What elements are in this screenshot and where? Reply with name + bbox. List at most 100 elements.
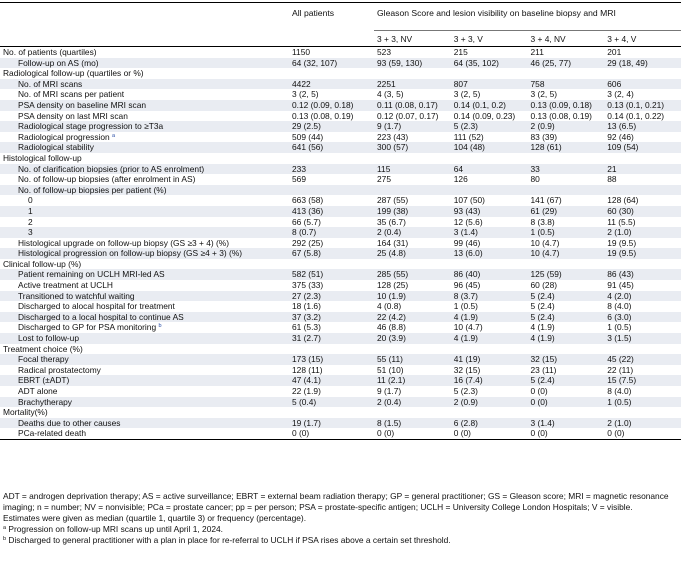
table-row: PSA density on baseline MRI scan 0.12 (0.… [0, 99, 681, 111]
estimates-note: Estimates were given as median (quartile… [3, 513, 307, 523]
cell-group-2: 13 (6.0) [450, 248, 528, 259]
cell-group-1: 22 (4.2) [374, 311, 451, 323]
cell-group-2: 10 (4.7) [453, 322, 483, 333]
cell-group-2: 111 (52) [453, 131, 484, 142]
cell-group-2: 5 (2.3) [453, 386, 478, 396]
cell-group-1: 35 (6.7) [377, 216, 406, 227]
cell-all-patients: 128 (11) [292, 364, 323, 375]
table-row: No. of clarification biopsies (prior to … [0, 163, 681, 175]
table-row: Focal therapy 173 (15) 55 (11) 41 (19) 32 (1… [0, 354, 681, 365]
cell-group-3: 1 (0.5) [527, 227, 605, 238]
row-label-text: Radiological progression [18, 131, 110, 142]
cell-group-4: 22 (11) [607, 364, 634, 375]
cell-group-4: 2 (1.0) [604, 417, 681, 429]
cell-group-3: 0.13 (0.08, 0.19) [530, 110, 592, 121]
cell-group-3: 5 (2.4) [530, 301, 555, 312]
header-row-groups: 3 + 3, NV 3 + 3, V 3 + 4, NV 3 + 4, V [0, 31, 681, 47]
cell-group-4 [604, 344, 681, 355]
cell-group-1: 128 (25) [377, 280, 409, 291]
cell-group-3 [528, 344, 605, 355]
cell-group-3 [528, 407, 605, 418]
table-body: All patients Gleason Score and lesion vi… [0, 2, 681, 440]
cell-group-2: 64 (35, 102) [450, 57, 528, 69]
cell-group-1: 11 (2.1) [374, 375, 451, 386]
cell-all-patients [289, 68, 374, 79]
cell-group-2: 86 (40) [450, 269, 528, 281]
cell-group-2: 4 (1.9) [450, 311, 528, 323]
cell-group-3: 0 (0) [527, 396, 605, 408]
cell-group-4: 8 (4.0) [607, 301, 632, 312]
table-row: Radiological progression a 509 (44) 223 (4… [0, 132, 681, 143]
cell-group-4: 3 (1.5) [604, 333, 681, 344]
cell-all-patients: 663 (58) [292, 195, 324, 206]
cell-group-4: 0 (0) [607, 428, 625, 439]
cell-group-2 [451, 68, 528, 79]
cell-group-3: 33 [527, 163, 605, 175]
row-label-text: Radiological stage progression to ≥T3a [18, 121, 164, 132]
table-row: Patient remaining on UCLH MRI-led AS 582 … [0, 269, 681, 281]
cell-group-4: 1 (0.5) [604, 396, 681, 408]
cell-group-4: 45 (22) [604, 354, 681, 365]
cell-group-1: 4 (0.8) [377, 301, 402, 312]
header-group-2: 3 + 3, V [453, 34, 483, 44]
cell-group-1: 115 [374, 163, 451, 175]
cell-group-1: 164 (31) [377, 237, 409, 248]
row-label-text: PSA density on last MRI scan [18, 110, 128, 121]
cell-group-4 [604, 153, 681, 164]
cell-group-2: 0.14 (0.09, 0.23) [453, 110, 516, 121]
cell-group-2 [451, 153, 528, 164]
table-row: PCa-related death 0 (0) 0 (0) 0 (0) 0 (0) 0 (… [0, 428, 681, 440]
cell-group-3: 4 (1.9) [527, 333, 605, 344]
cell-group-1 [374, 68, 451, 79]
table-row: Brachytherapy 5 (0.4) 2 (0.4) 2 (0.9) 0 (0) 1… [0, 396, 681, 408]
cell-group-3 [527, 184, 605, 196]
cell-group-4: 19 (9.5) [604, 248, 681, 259]
row-label-text: No. of follow-up biopsies per patient (%… [18, 184, 167, 195]
row-label: 1 [0, 205, 289, 217]
row-label: PSA density on baseline MRI scan [0, 99, 289, 111]
cell-group-1: 46 (8.8) [377, 322, 406, 333]
row-label: PSA density on last MRI scan [0, 111, 289, 122]
cell-group-1 [374, 407, 451, 418]
row-label-text: Follow-up on AS (mo) [18, 57, 99, 68]
cell-group-3: 211 [530, 47, 544, 57]
cell-group-4: 29 (18, 49) [604, 57, 681, 69]
cell-group-2: 3 (1.4) [450, 227, 528, 238]
table-row: Active treatment at UCLH 375 (33) 128 (25)… [0, 280, 681, 291]
cell-group-1: 2 (0.4) [374, 227, 451, 238]
cell-group-1: 0.12 (0.07, 0.17) [377, 110, 439, 121]
cell-all-patients: 18 (1.6) [292, 301, 321, 312]
cell-group-1: 2251 [374, 78, 451, 90]
cell-all-patients: 173 (15) [289, 354, 374, 365]
cell-all-patients: 66 (5.7) [292, 216, 321, 227]
cell-group-1 [374, 153, 451, 164]
cell-group-3: 23 (11) [530, 364, 557, 375]
row-label-text: Histological follow-up [3, 152, 82, 163]
cell-all-patients: 233 [289, 163, 374, 175]
cell-group-3: 0 (0) [530, 428, 548, 439]
row-label-text: Discharged to a local hospital to contin… [18, 311, 184, 322]
cell-all-patients: 569 [292, 174, 306, 185]
cell-group-1 [374, 344, 451, 355]
abbreviations-note: ADT = androgen deprivation therapy; AS =… [3, 491, 669, 512]
row-label-text: Histological progression on follow-up bi… [18, 248, 243, 259]
cell-group-3: 2 (0.9) [527, 121, 605, 132]
cell-group-4: 1 (0.5) [607, 322, 632, 333]
row-label-text: EBRT (±ADT) [18, 375, 70, 386]
row-label-text: No. of MRI scans [18, 78, 83, 89]
cell-group-1: 25 (4.8) [374, 248, 451, 259]
cell-group-2: 99 (46) [453, 237, 481, 248]
row-label-text: Radiological stability [18, 142, 94, 153]
cell-group-4: 11 (5.5) [607, 216, 636, 227]
table-row: 2 66 (5.7) 35 (6.7) 12 (5.6) 8 (3.8) 11 (5.5) [0, 217, 681, 228]
cell-all-patients: 0.12 (0.09, 0.18) [289, 99, 374, 111]
table-row: Histological upgrade on follow-up biopsy… [0, 238, 681, 249]
section-label: Histological follow-up [0, 153, 289, 164]
cell-all-patients: 29 (2.5) [289, 121, 374, 132]
cell-group-1: 223 (43) [377, 131, 409, 142]
cell-all-patients: 0 (0) [292, 428, 310, 439]
row-label: 0 [0, 195, 289, 206]
row-label-text: 0 [28, 195, 33, 206]
table-row: Lost to follow-up 31 (2.7) 20 (3.9) 4 (1.9)… [0, 333, 681, 344]
cell-all-patients: 641 (56) [289, 142, 374, 153]
